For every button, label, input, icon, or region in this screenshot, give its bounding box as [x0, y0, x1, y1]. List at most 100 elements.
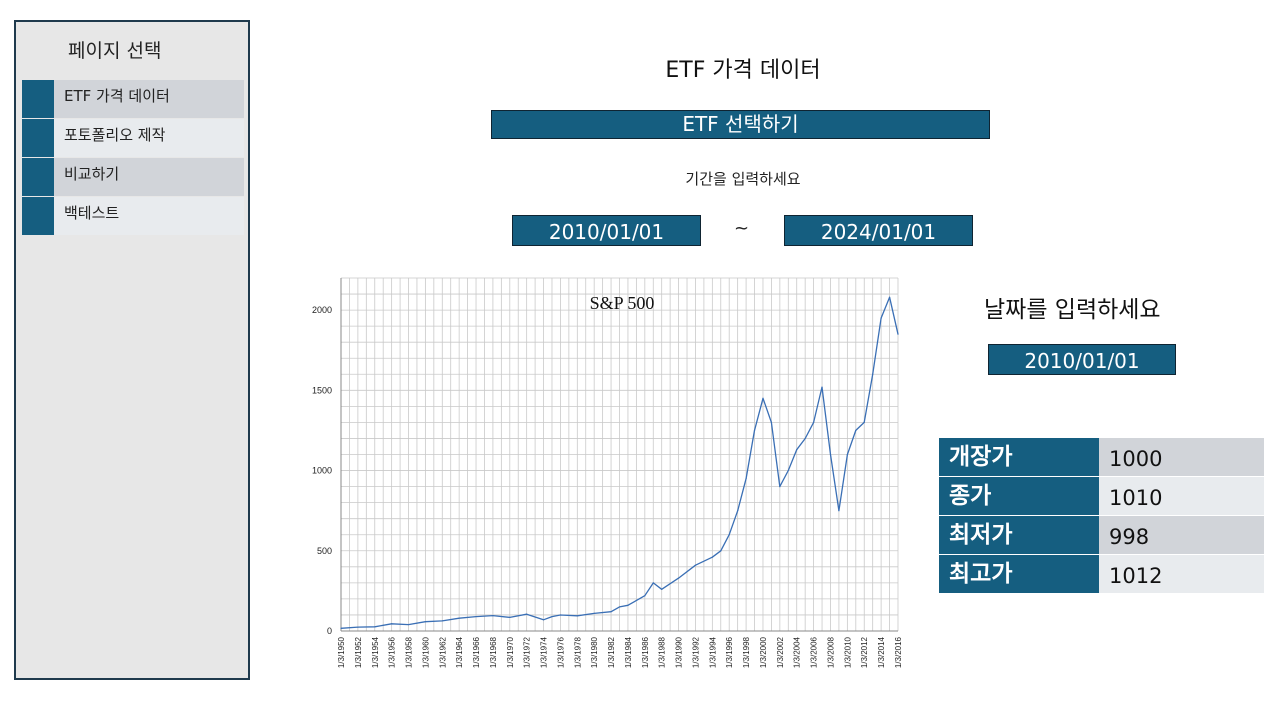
- price-row-close: 종가 1010: [939, 477, 1264, 515]
- sidebar-item-compare[interactable]: 비교하기: [22, 158, 244, 196]
- data-point: [542, 619, 545, 621]
- sidebar-item-etf-price-data[interactable]: ETF 가격 데이터: [22, 80, 244, 118]
- data-point: [357, 626, 359, 628]
- sidebar-item-marker: [22, 119, 54, 157]
- data-point: [694, 564, 697, 566]
- data-point: [652, 582, 654, 584]
- data-point: [838, 510, 840, 512]
- data-point: [779, 485, 781, 488]
- data-point: [526, 613, 528, 615]
- x-tick-label: 1/3/2004: [793, 636, 802, 668]
- data-point: [804, 437, 806, 440]
- data-point: [897, 333, 899, 335]
- data-point: [846, 453, 848, 456]
- period-label: 기간을 입력하세요: [685, 170, 801, 188]
- data-point: [880, 317, 882, 319]
- sidebar-item-label: 포토폴리오 제작: [54, 119, 244, 157]
- data-point: [551, 615, 553, 618]
- data-point: [711, 556, 713, 558]
- sidebar-item-label: 백테스트: [54, 197, 244, 235]
- data-point: [441, 620, 443, 622]
- data-point: [391, 623, 393, 625]
- data-point: [888, 296, 891, 298]
- data-point: [627, 604, 629, 606]
- x-tick-label: 1/3/2012: [860, 636, 869, 668]
- x-tick-label: 1/3/1952: [354, 636, 363, 668]
- sp500-line-chart: 0 500 1000 1500 2000 1/3/1950 1/3/1952 1/3/1954…: [312, 277, 903, 668]
- x-tick-label: 1/3/1980: [590, 636, 599, 668]
- price-row-high: 최고가 1012: [939, 555, 1264, 593]
- x-tick-label: 1/3/1992: [691, 636, 700, 668]
- y-tick-label: 500: [317, 546, 332, 556]
- price-value: 1010: [1099, 477, 1264, 515]
- single-date-input[interactable]: 2010/01/01: [988, 344, 1176, 375]
- data-point: [593, 612, 595, 614]
- sidebar-item-label: 비교하기: [54, 158, 244, 196]
- data-point: [745, 477, 747, 480]
- x-tick-label: 1/3/1962: [438, 636, 447, 668]
- y-tick-label: 0: [327, 626, 332, 636]
- x-tick-label: 1/3/1956: [388, 636, 397, 668]
- sidebar-title: 페이지 선택: [68, 40, 162, 62]
- data-point: [644, 595, 646, 597]
- x-tick-label: 1/3/1958: [405, 636, 414, 668]
- sidebar: 페이지 선택 ETF 가격 데이터 포토폴리오 제작 비교하기 백테스트: [14, 20, 250, 680]
- chart-title: S&P 500: [590, 293, 655, 313]
- x-tick-label: 1/3/1964: [455, 636, 464, 668]
- x-tick-label: 1/3/2016: [894, 636, 903, 668]
- data-point: [770, 421, 773, 424]
- x-tick-label: 1/3/1954: [371, 636, 380, 668]
- y-tick-label: 2000: [312, 305, 332, 315]
- data-point: [407, 623, 410, 626]
- data-point: [374, 626, 376, 628]
- sidebar-item-portfolio[interactable]: 포토폴리오 제작: [22, 119, 244, 157]
- sidebar-item-backtest[interactable]: 백테스트: [22, 197, 244, 235]
- x-tick-label: 1/3/1996: [725, 636, 734, 668]
- x-tick-label: 1/3/1998: [742, 636, 751, 668]
- page-title: ETF 가격 데이터: [665, 58, 821, 83]
- price-value: 998: [1099, 516, 1264, 554]
- price-label: 개장가: [939, 438, 1099, 476]
- data-point: [576, 615, 578, 617]
- data-point: [872, 373, 874, 375]
- y-tick-label: 1000: [312, 466, 332, 476]
- x-tick-label: 1/3/1972: [523, 636, 532, 668]
- range-separator: ~: [734, 218, 750, 239]
- data-point: [610, 611, 612, 613]
- x-tick-label: 1/3/1986: [641, 636, 650, 668]
- data-point: [829, 453, 832, 456]
- series-line-sp500: [340, 296, 899, 629]
- data-point: [559, 614, 562, 616]
- etf-select-button[interactable]: ETF 선택하기: [491, 110, 990, 139]
- price-row-open: 개장가 1000: [939, 438, 1264, 476]
- x-tick-label: 1/3/1960: [421, 636, 430, 668]
- price-label: 종가: [939, 477, 1099, 515]
- x-tick-label: 1/3/2006: [810, 636, 819, 668]
- x-tick-label: 1/3/2002: [776, 636, 785, 668]
- start-date-input[interactable]: 2010/01/01: [512, 215, 701, 246]
- data-point: [340, 627, 342, 629]
- data-point: [728, 534, 730, 536]
- price-value: 1000: [1099, 438, 1264, 476]
- x-tick-label: 1/3/1970: [506, 636, 515, 668]
- data-point: [821, 386, 823, 388]
- data-point: [753, 429, 756, 432]
- data-point: [492, 614, 494, 617]
- data-point: [813, 421, 815, 424]
- data-point: [618, 606, 621, 608]
- sidebar-item-marker: [22, 158, 54, 196]
- x-tick-label: 1/3/1976: [556, 636, 565, 668]
- x-tick-label: 1/3/1966: [472, 636, 481, 668]
- price-table: 개장가 1000 종가 1010 최저가 998 최고가 1012: [939, 438, 1264, 594]
- data-point: [677, 577, 680, 579]
- data-point: [855, 429, 857, 432]
- x-tick-label: 1/3/1950: [337, 636, 346, 668]
- data-point: [720, 550, 722, 552]
- y-tick-label: 1500: [312, 385, 332, 395]
- data-point: [863, 421, 865, 424]
- data-point: [737, 510, 739, 512]
- end-date-input[interactable]: 2024/01/01: [784, 215, 973, 246]
- sidebar-item-marker: [22, 197, 54, 235]
- date-prompt: 날짜를 입력하세요: [984, 297, 1161, 323]
- x-tick-label: 1/3/1990: [675, 636, 684, 668]
